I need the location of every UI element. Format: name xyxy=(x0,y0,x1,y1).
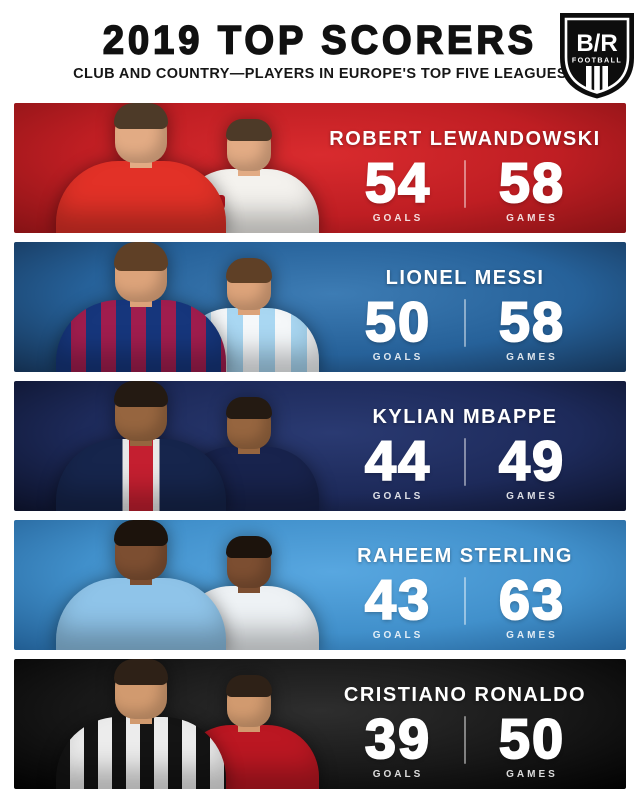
games-value: 63 xyxy=(498,568,566,631)
club-kit-photo xyxy=(56,659,226,789)
games-label: GAMES xyxy=(506,630,558,641)
player-name: RAHEEM STERLING xyxy=(357,545,573,567)
stat-divider xyxy=(464,160,466,208)
player-hair xyxy=(114,242,168,271)
stat-divider xyxy=(464,438,466,486)
player-name: CRISTIANO RONALDO xyxy=(343,684,587,706)
logo-brand-text: B/R xyxy=(576,30,617,57)
games-value: 58 xyxy=(498,290,566,353)
player-photos xyxy=(14,659,349,789)
header: 2019 TOP SCORERS CLUB AND COUNTRY—PLAYER… xyxy=(0,0,640,103)
player-stats: ROBERT LEWANDOWSKI 54 GOALS 58 GAMES xyxy=(310,103,620,224)
games-value: 49 xyxy=(498,429,566,492)
player-hair xyxy=(114,381,168,407)
player-head xyxy=(114,103,168,163)
games-label: GAMES xyxy=(506,213,558,224)
player-name: KYLIAN MBAPPE xyxy=(372,406,558,428)
goals-stat: 43 GOALS xyxy=(338,568,458,642)
player-row-messi: LIONEL MESSI 50 GOALS 58 GAMES xyxy=(14,242,626,372)
games-stat: 49 GAMES xyxy=(472,429,592,503)
goals-stat: 54 GOALS xyxy=(338,151,458,225)
player-head xyxy=(114,381,168,441)
player-hair xyxy=(114,103,168,129)
player-photos xyxy=(14,381,349,511)
player-head xyxy=(114,659,168,719)
games-label: GAMES xyxy=(506,352,558,363)
goals-label: GOALS xyxy=(372,630,424,641)
stat-divider xyxy=(464,577,466,625)
player-hair xyxy=(226,397,272,419)
goals-label: GOALS xyxy=(372,491,424,502)
games-label: GAMES xyxy=(506,491,558,502)
page-title: 2019 TOP SCORERS xyxy=(102,18,538,63)
player-head xyxy=(114,520,168,580)
goals-label: GOALS xyxy=(372,213,424,224)
stat-divider xyxy=(464,299,466,347)
club-jersey xyxy=(56,439,226,511)
player-head xyxy=(226,675,272,727)
club-kit-photo xyxy=(56,520,226,650)
player-hair xyxy=(226,675,272,697)
games-stat: 58 GAMES xyxy=(472,290,592,364)
player-photos xyxy=(14,242,349,372)
shield-icon: B/R FOOTBALL xyxy=(560,13,634,99)
goals-stat: 39 GOALS xyxy=(338,707,458,781)
player-head xyxy=(226,536,272,588)
club-jersey xyxy=(56,300,226,372)
goals-label: GOALS xyxy=(372,352,424,363)
goals-value: 54 xyxy=(364,151,432,214)
goals-value: 50 xyxy=(364,290,432,353)
player-hair xyxy=(226,119,272,141)
player-stats: KYLIAN MBAPPE 44 GOALS 49 GAMES xyxy=(310,381,620,502)
club-kit-photo xyxy=(56,242,226,372)
player-photos xyxy=(14,103,349,233)
player-hair xyxy=(226,258,272,283)
games-stat: 63 GAMES xyxy=(472,568,592,642)
player-row-sterling: RAHEEM STERLING 43 GOALS 63 GAMES xyxy=(14,520,626,650)
games-value: 50 xyxy=(498,707,566,770)
player-hair xyxy=(226,536,272,558)
player-name: LIONEL MESSI xyxy=(385,267,545,289)
goals-label: GOALS xyxy=(372,769,424,780)
player-head xyxy=(226,258,272,310)
player-row-ronaldo: CRISTIANO RONALDO 39 GOALS 50 GAMES xyxy=(14,659,626,789)
games-label: GAMES xyxy=(506,769,558,780)
games-stat: 50 GAMES xyxy=(472,707,592,781)
goals-value: 43 xyxy=(364,568,432,631)
club-jersey xyxy=(56,578,226,650)
goals-value: 44 xyxy=(364,429,432,492)
br-football-logo: B/R FOOTBALL xyxy=(556,11,638,99)
player-stats: CRISTIANO RONALDO 39 GOALS 50 GAMES xyxy=(310,659,620,780)
player-stats: LIONEL MESSI 50 GOALS 58 GAMES xyxy=(310,242,620,363)
logo-wordmark-text: FOOTBALL xyxy=(572,56,622,65)
club-jersey xyxy=(56,161,226,233)
stat-divider xyxy=(464,716,466,764)
player-head xyxy=(226,397,272,449)
player-photos xyxy=(14,520,349,650)
goals-value: 39 xyxy=(364,707,432,770)
goals-stat: 50 GOALS xyxy=(338,290,458,364)
page-subtitle: CLUB AND COUNTRY—PLAYERS IN EUROPE'S TOP… xyxy=(73,66,567,82)
player-hair xyxy=(114,520,168,546)
player-head xyxy=(114,242,168,302)
games-value: 58 xyxy=(498,151,566,214)
player-stats: RAHEEM STERLING 43 GOALS 63 GAMES xyxy=(310,520,620,641)
club-kit-photo xyxy=(56,381,226,511)
player-row-lewandowski: ROBERT LEWANDOWSKI 54 GOALS 58 GAMES xyxy=(14,103,626,233)
club-jersey xyxy=(56,717,226,789)
player-hair xyxy=(114,659,168,685)
player-row-mbappe: KYLIAN MBAPPE 44 GOALS 49 GAMES xyxy=(14,381,626,511)
goals-stat: 44 GOALS xyxy=(338,429,458,503)
player-head xyxy=(226,119,272,171)
games-stat: 58 GAMES xyxy=(472,151,592,225)
player-name: ROBERT LEWANDOWSKI xyxy=(329,128,601,150)
club-kit-photo xyxy=(56,103,226,233)
